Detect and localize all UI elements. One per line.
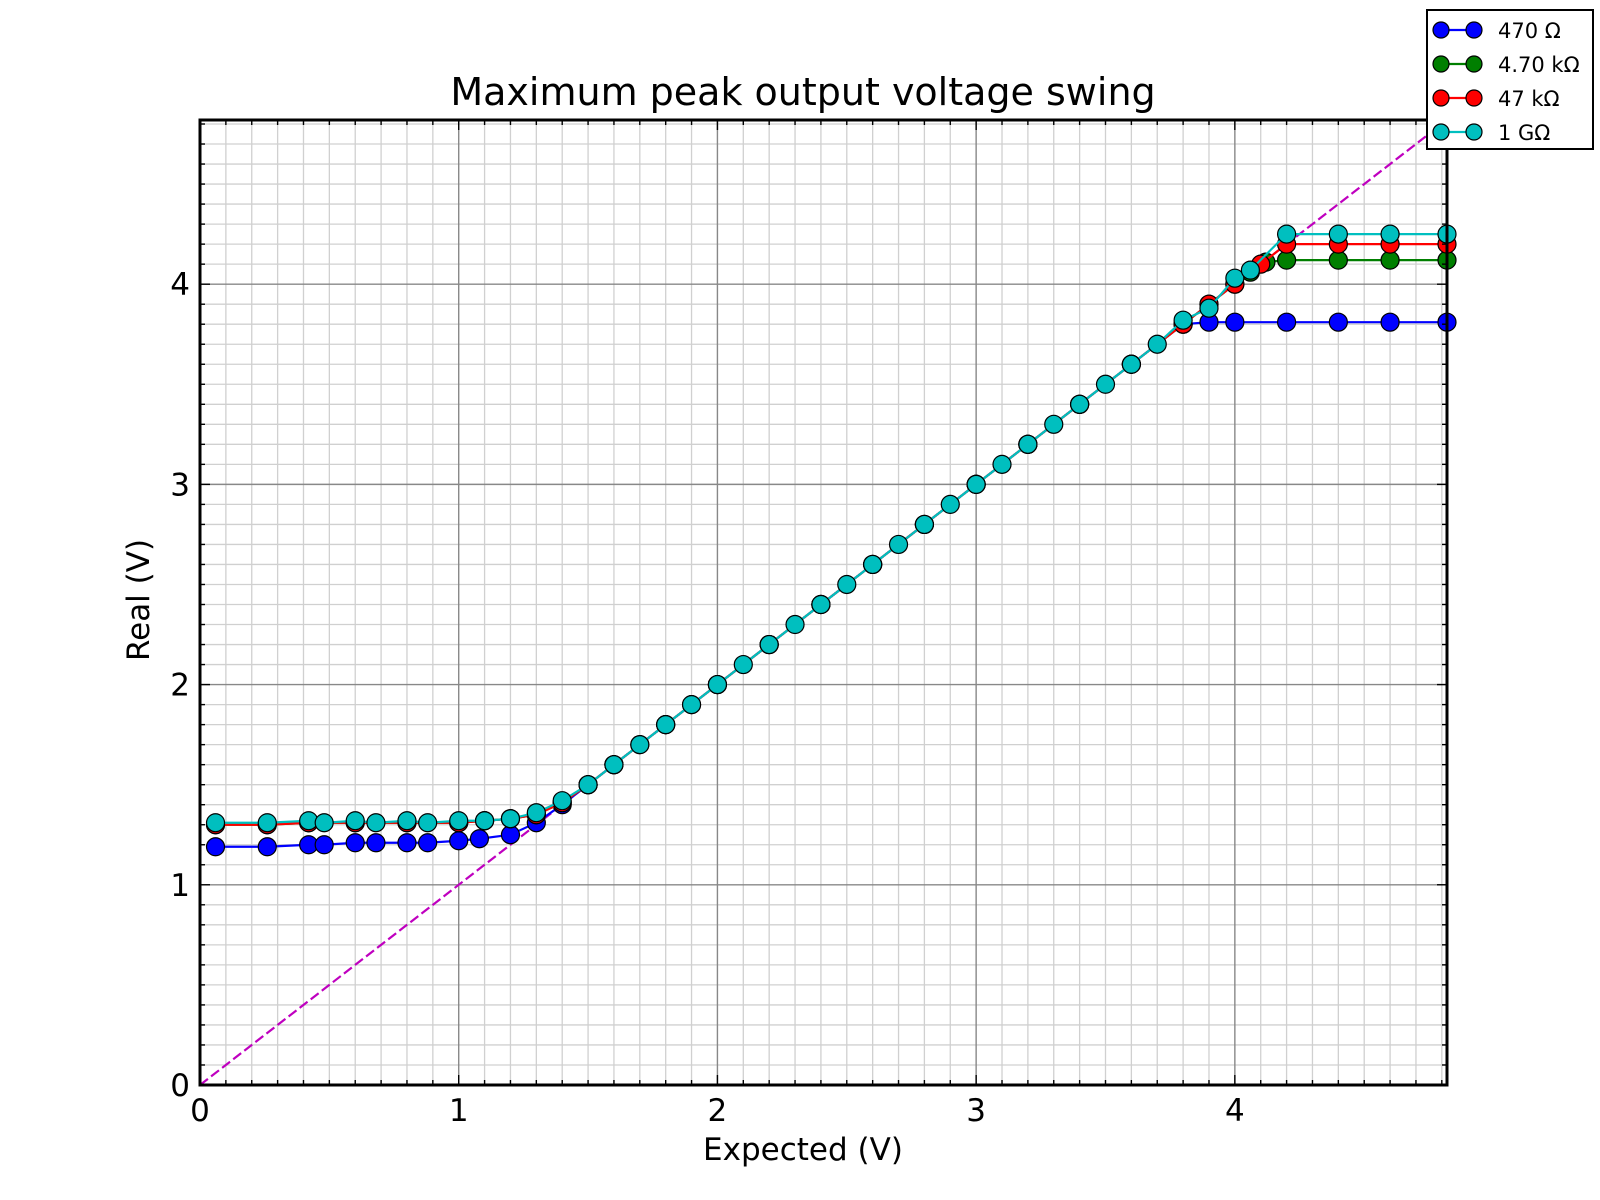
data-point: [1018, 434, 1038, 454]
y-tick-label: 2: [170, 668, 190, 704]
data-point: [469, 829, 490, 849]
data-point: [759, 634, 779, 655]
data-point: [837, 574, 857, 595]
legend-marker: [1432, 21, 1450, 39]
y-tick-label: 4: [170, 267, 190, 303]
legend-marker: [1465, 55, 1483, 73]
data-point: [366, 833, 386, 853]
series-group: [205, 224, 1457, 857]
data-point: [418, 833, 438, 853]
data-point: [418, 813, 438, 833]
data-point: [449, 811, 469, 831]
data-point: [1328, 250, 1348, 270]
data-point: [1328, 224, 1348, 244]
data-point: [1276, 250, 1297, 270]
data-point: [681, 695, 702, 715]
legend-label: 1 GΩ: [1498, 121, 1550, 145]
legend-marker: [1465, 21, 1483, 39]
data-point: [449, 831, 469, 851]
legend-label: 47 kΩ: [1498, 87, 1560, 111]
data-point: [1199, 298, 1219, 318]
y-tick-label: 1: [170, 868, 190, 904]
data-point: [1328, 312, 1348, 332]
legend-marker: [1432, 123, 1450, 141]
legend-item: 1 GΩ: [1432, 121, 1550, 145]
data-point: [811, 594, 831, 615]
data-point: [966, 474, 986, 494]
data-point: [1147, 334, 1167, 354]
legend-marker: [1465, 89, 1483, 107]
data-point: [1240, 260, 1260, 280]
data-point: [500, 825, 521, 845]
data-point: [604, 755, 624, 775]
data-point: [1276, 224, 1297, 244]
data-point: [914, 514, 934, 535]
data-point: [257, 813, 277, 833]
legend-item: 4.70 kΩ: [1432, 53, 1580, 77]
y-tick-label: 0: [170, 1068, 190, 1104]
data-point: [1380, 250, 1400, 270]
legend-item: 47 kΩ: [1432, 87, 1560, 111]
x-tick-label: 3: [966, 1093, 986, 1129]
data-point: [1380, 312, 1400, 332]
axis-ticks: 0 1 2 3 4 0 1 2 3 4: [170, 120, 1447, 1129]
data-point: [1070, 394, 1090, 414]
plot-frame: [198, 118, 1449, 1087]
data-point: [785, 614, 805, 635]
data-point: [314, 835, 334, 855]
legend-label: 4.70 kΩ: [1498, 53, 1580, 77]
chart-title: Maximum peak output voltage swing: [450, 70, 1155, 114]
data-point: [707, 674, 728, 695]
legend-box: [1426, 9, 1594, 150]
data-point: [397, 811, 417, 831]
y-tick-label: 3: [170, 467, 190, 503]
legend-marker: [1432, 89, 1450, 107]
data-point: [863, 554, 883, 575]
x-tick-label: 4: [1225, 1093, 1245, 1129]
data-point: [366, 813, 386, 833]
data-point: [1225, 268, 1245, 288]
data-point: [1095, 374, 1116, 394]
data-point: [733, 654, 753, 675]
data-point: [1121, 354, 1141, 374]
legend: 470 Ω 4.70 kΩ 47 kΩ 1 GΩ: [1426, 9, 1594, 150]
grid: [200, 120, 1447, 1085]
data-point: [1380, 224, 1400, 244]
x-tick-label: 0: [190, 1093, 210, 1129]
data-point: [992, 454, 1012, 474]
legend-marker: [1465, 123, 1483, 141]
y-axis-label: Real (V): [121, 539, 157, 661]
data-point: [656, 715, 676, 735]
data-point: [397, 833, 417, 853]
data-point: [630, 735, 650, 755]
data-point: [940, 494, 960, 514]
x-tick-label: 1: [449, 1093, 469, 1129]
data-point: [314, 813, 334, 833]
data-point: [345, 833, 365, 853]
data-point: [526, 803, 546, 823]
legend-item: 470 Ω: [1432, 19, 1561, 43]
data-point: [552, 791, 572, 811]
x-tick-label: 2: [708, 1093, 728, 1129]
x-axis-label: Expected (V): [703, 1132, 903, 1168]
data-point: [578, 775, 598, 795]
data-point: [257, 837, 277, 857]
data-point: [1276, 312, 1297, 332]
series-3: [205, 224, 1457, 833]
data-point: [1044, 414, 1064, 434]
legend-label: 470 Ω: [1498, 19, 1561, 43]
legend-marker: [1432, 55, 1450, 73]
data-point: [474, 811, 495, 831]
data-point: [1225, 312, 1245, 332]
data-point: [345, 811, 365, 831]
data-point: [205, 813, 226, 833]
data-point: [1173, 310, 1193, 330]
data-point: [888, 534, 909, 555]
data-point: [205, 837, 226, 857]
data-point: [500, 809, 521, 829]
